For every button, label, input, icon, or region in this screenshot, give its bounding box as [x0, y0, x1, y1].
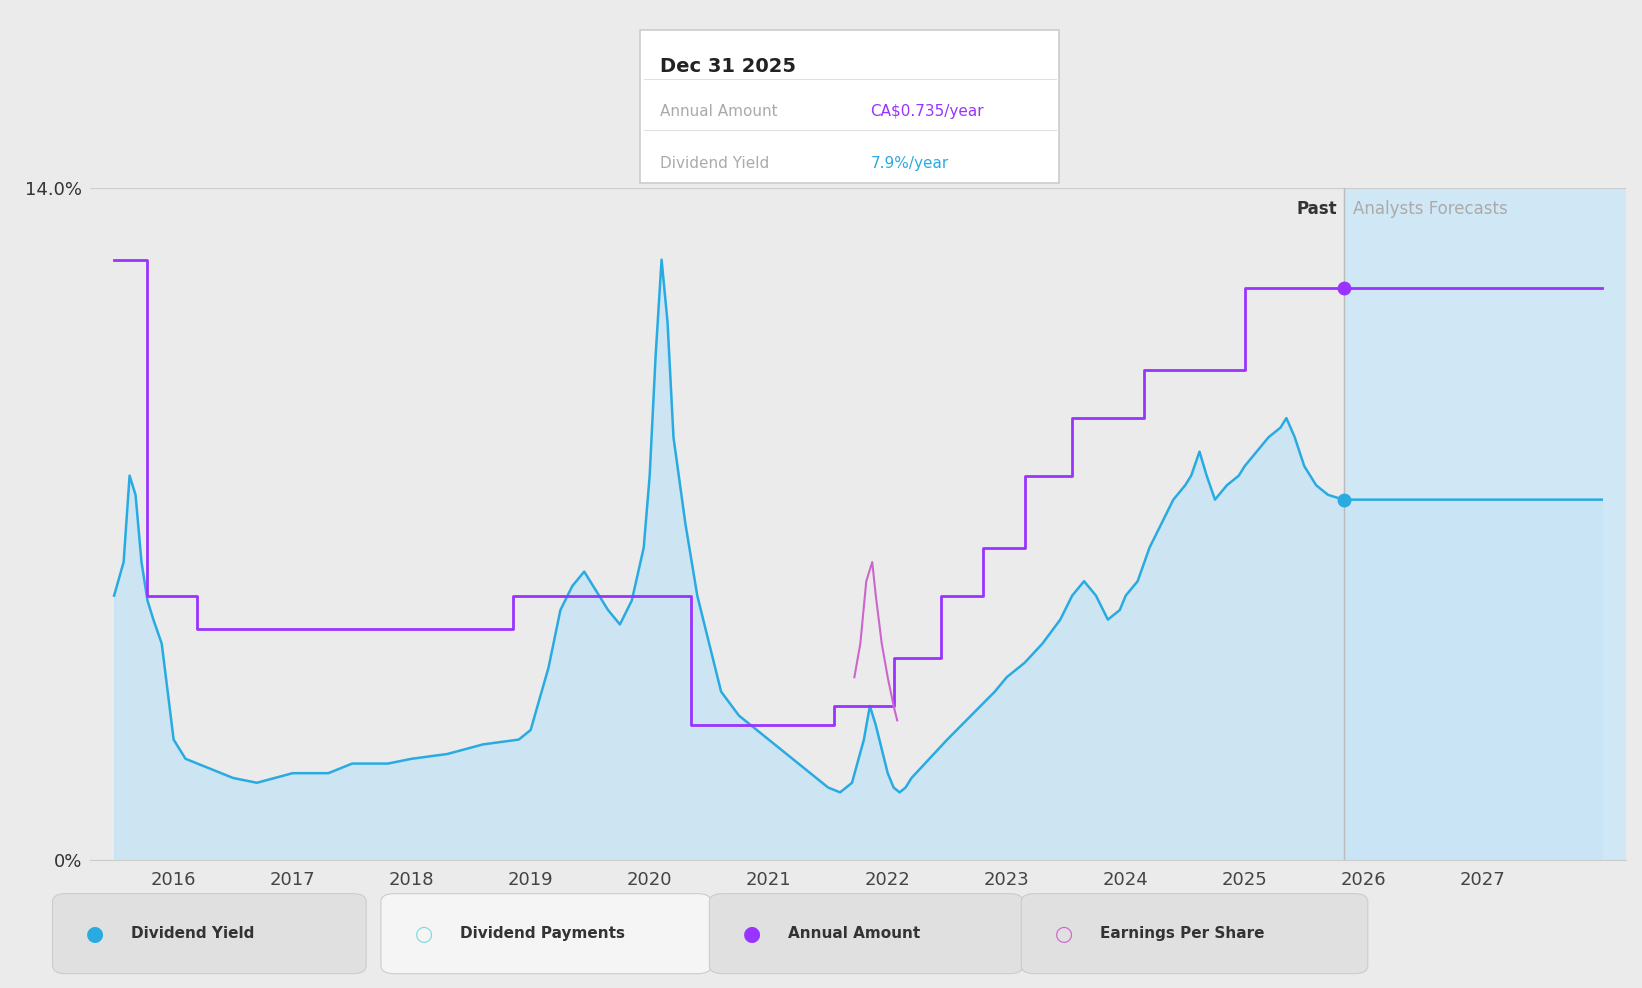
Text: ●: ● [742, 924, 762, 944]
Text: CA$0.735/year: CA$0.735/year [870, 104, 984, 119]
Text: Dividend Yield: Dividend Yield [660, 156, 770, 171]
Text: Analysts Forecasts: Analysts Forecasts [1353, 201, 1507, 218]
Text: ●: ● [85, 924, 105, 944]
Text: Earnings Per Share: Earnings Per Share [1100, 926, 1264, 942]
Text: Annual Amount: Annual Amount [788, 926, 921, 942]
Text: Dec 31 2025: Dec 31 2025 [660, 57, 796, 76]
Text: Dividend Yield: Dividend Yield [131, 926, 255, 942]
Text: Annual Amount: Annual Amount [660, 104, 778, 119]
Text: ○: ○ [414, 924, 433, 944]
Text: 7.9%/year: 7.9%/year [870, 156, 949, 171]
Text: Dividend Payments: Dividend Payments [460, 926, 624, 942]
Text: Past: Past [1297, 201, 1338, 218]
Text: ○: ○ [1054, 924, 1074, 944]
Bar [1343, 188, 1626, 860]
